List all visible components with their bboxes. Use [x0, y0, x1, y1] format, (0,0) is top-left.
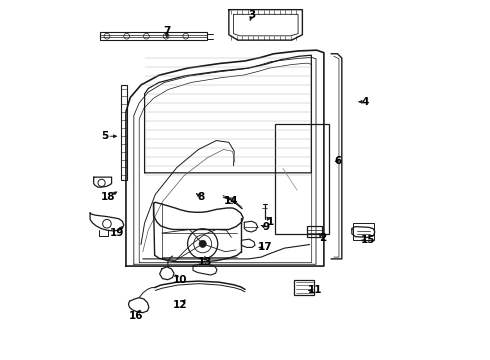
- Text: 8: 8: [197, 192, 205, 202]
- Text: 12: 12: [172, 300, 187, 310]
- Bar: [275, 125, 329, 234]
- Text: 9: 9: [263, 222, 270, 232]
- Text: 10: 10: [172, 275, 187, 285]
- Circle shape: [199, 240, 206, 247]
- Text: 2: 2: [319, 233, 327, 243]
- Text: 19: 19: [109, 228, 124, 238]
- Text: 17: 17: [257, 242, 272, 252]
- Text: 11: 11: [308, 285, 322, 296]
- Text: 13: 13: [198, 257, 213, 267]
- Bar: [122, 85, 127, 180]
- Text: 18: 18: [101, 192, 115, 202]
- Bar: [294, 280, 314, 295]
- Text: 15: 15: [360, 235, 375, 245]
- Text: 3: 3: [248, 10, 256, 20]
- Text: 14: 14: [224, 196, 239, 206]
- Text: 1: 1: [267, 217, 274, 227]
- Bar: [353, 223, 374, 240]
- Text: 5: 5: [101, 131, 108, 141]
- Text: 16: 16: [128, 311, 143, 320]
- Text: 7: 7: [163, 26, 171, 36]
- Text: 4: 4: [362, 97, 369, 107]
- Bar: [307, 226, 322, 237]
- Text: 6: 6: [335, 156, 342, 166]
- Bar: [100, 32, 207, 40]
